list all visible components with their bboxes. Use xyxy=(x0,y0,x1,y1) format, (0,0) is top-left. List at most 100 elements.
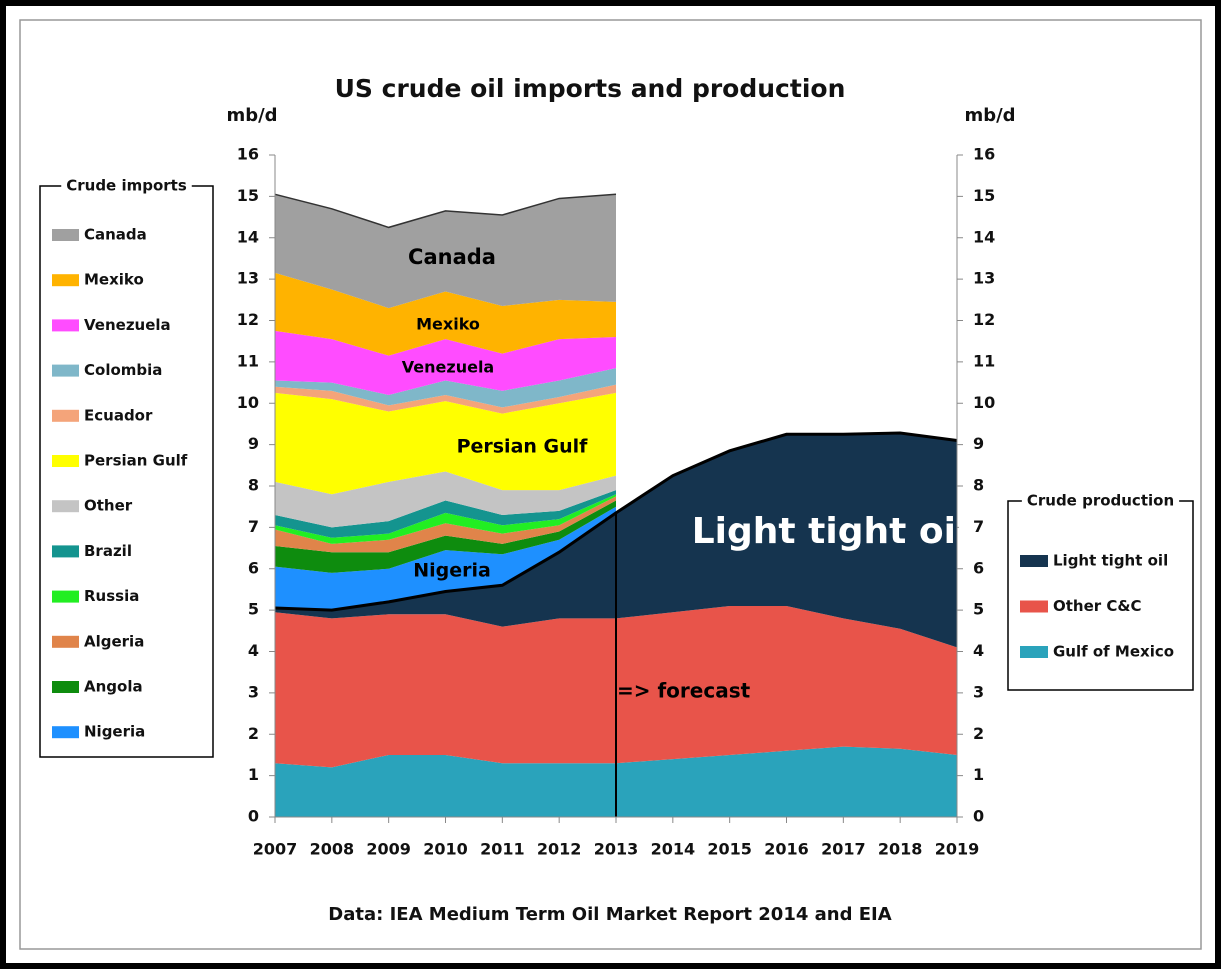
y-axis-label: mb/d xyxy=(226,105,277,126)
y-tick-label: 15 xyxy=(237,186,259,205)
x-tick-label: 2019 xyxy=(935,840,980,859)
y-tick-label: 16 xyxy=(237,145,259,164)
legend-swatch xyxy=(52,545,79,558)
annotation: Nigeria xyxy=(413,560,491,582)
y-tick-label: 6 xyxy=(248,558,259,577)
inner-frame xyxy=(19,19,1202,950)
x-tick-label: 2015 xyxy=(707,840,752,859)
y2-tick-label: 15 xyxy=(973,186,995,205)
y2-tick-label: 5 xyxy=(973,600,984,619)
legend-swatch xyxy=(52,319,79,332)
y-tick-label: 0 xyxy=(248,807,259,826)
imports-outline xyxy=(274,193,617,229)
legend-swatch xyxy=(52,681,79,693)
legend-label: Other C&C xyxy=(1053,597,1142,615)
y-tick-label: 8 xyxy=(248,476,259,495)
y-tick-label: 12 xyxy=(237,310,259,329)
y2-tick-label: 9 xyxy=(973,434,984,453)
legend-label: Gulf of Mexico xyxy=(1053,643,1174,661)
legend-label: Brazil xyxy=(84,542,132,560)
legend-swatch xyxy=(52,274,79,287)
legend-title: Crude imports xyxy=(66,177,187,195)
legend-label: Russia xyxy=(84,587,139,605)
y-tick-label: 3 xyxy=(248,682,259,701)
y-tick-label: 13 xyxy=(237,269,259,288)
legend-swatch xyxy=(1020,600,1048,613)
y-tick-label: 11 xyxy=(237,351,259,370)
area xyxy=(275,490,616,538)
y2-tick-label: 1 xyxy=(973,765,984,784)
x-tick-label: 2014 xyxy=(651,840,696,859)
legend-title-bg xyxy=(61,183,192,189)
chart-title: US crude oil imports and production xyxy=(335,74,846,103)
legend-label: Light tight oil xyxy=(1053,552,1168,570)
y2-tick-label: 11 xyxy=(973,351,995,370)
legend-label: Ecuador xyxy=(84,406,153,424)
area xyxy=(275,384,616,414)
area xyxy=(275,496,616,553)
annotation: Venezuela xyxy=(402,358,494,377)
y2-tick-label: 4 xyxy=(973,641,984,660)
y-tick-label: 10 xyxy=(237,393,259,412)
y2-tick-label: 6 xyxy=(973,558,984,577)
area xyxy=(275,330,616,395)
area xyxy=(275,194,616,309)
x-tick-label: 2011 xyxy=(480,840,525,859)
area xyxy=(275,368,616,408)
y-tick-label: 14 xyxy=(237,227,259,246)
y2-tick-label: 12 xyxy=(973,310,995,329)
legend-swatch xyxy=(1020,646,1048,658)
y2-axis-label: mb/d xyxy=(964,105,1015,126)
legend-label: Algeria xyxy=(84,632,144,650)
x-tick-label: 2013 xyxy=(594,840,639,859)
area xyxy=(275,500,616,573)
y-tick-label: 2 xyxy=(248,724,259,743)
legend-label: Mexiko xyxy=(84,271,144,289)
y2-tick-label: 7 xyxy=(973,517,984,536)
legend-swatch xyxy=(52,590,79,603)
legend-label: Other xyxy=(84,497,133,515)
legend-swatch xyxy=(52,409,79,422)
area xyxy=(275,272,616,356)
x-tick-label: 2009 xyxy=(366,840,411,859)
x-tick-label: 2010 xyxy=(423,840,468,859)
legend-swatch xyxy=(1020,555,1048,567)
y-tick-label: 9 xyxy=(248,434,259,453)
legend-label: Nigeria xyxy=(84,723,145,741)
area xyxy=(275,506,616,611)
y-tick-label: 7 xyxy=(248,517,259,536)
legend-label: Colombia xyxy=(84,361,162,379)
legend-label: Venezuela xyxy=(84,316,171,334)
legend-label: Persian Gulf xyxy=(84,452,188,470)
legend-swatch xyxy=(52,500,79,513)
legend-label: Angola xyxy=(84,678,143,696)
x-tick-label: 2018 xyxy=(878,840,923,859)
y2-tick-label: 14 xyxy=(973,227,995,246)
area xyxy=(275,392,616,495)
y2-tick-label: 13 xyxy=(973,269,995,288)
y-tick-label: 5 xyxy=(248,600,259,619)
annotation: Canada xyxy=(408,245,496,269)
annotation: Light tight oil xyxy=(692,511,969,552)
y2-tick-label: 10 xyxy=(973,393,995,412)
y2-tick-label: 3 xyxy=(973,682,984,701)
y2-tick-label: 2 xyxy=(973,724,984,743)
legend-label: Canada xyxy=(84,226,147,244)
y2-tick-label: 16 xyxy=(973,145,995,164)
annotation: => forecast xyxy=(617,679,751,703)
legend-title-bg xyxy=(1021,498,1180,504)
legend-box xyxy=(1007,500,1194,691)
legend-swatch xyxy=(52,635,79,648)
x-tick-label: 2007 xyxy=(253,840,298,859)
y-tick-label: 4 xyxy=(248,641,259,660)
area xyxy=(275,471,616,528)
x-tick-label: 2016 xyxy=(764,840,809,859)
x-tick-label: 2012 xyxy=(537,840,582,859)
legend-swatch xyxy=(52,455,79,467)
annotation: Mexiko xyxy=(416,315,480,334)
legend-swatch xyxy=(52,364,79,377)
legend-swatch xyxy=(52,229,79,241)
y2-tick-label: 0 xyxy=(973,807,984,826)
